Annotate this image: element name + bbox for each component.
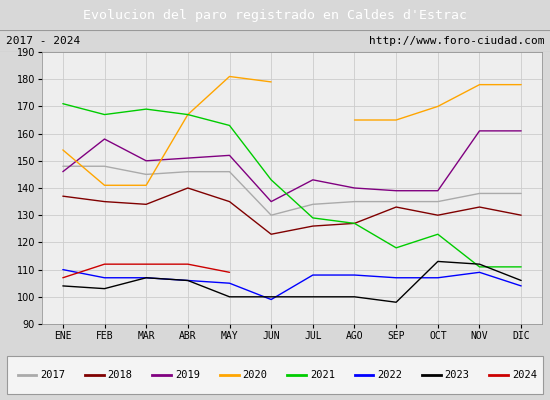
Text: 2019: 2019 bbox=[175, 370, 200, 380]
Text: 2020: 2020 bbox=[243, 370, 267, 380]
Text: http://www.foro-ciudad.com: http://www.foro-ciudad.com bbox=[369, 36, 544, 46]
Text: 2024: 2024 bbox=[512, 370, 537, 380]
FancyBboxPatch shape bbox=[7, 356, 543, 394]
Text: 2022: 2022 bbox=[377, 370, 402, 380]
Text: 2023: 2023 bbox=[444, 370, 470, 380]
Text: 2018: 2018 bbox=[108, 370, 133, 380]
Text: 2017 - 2024: 2017 - 2024 bbox=[6, 36, 80, 46]
Text: Evolucion del paro registrado en Caldes d'Estrac: Evolucion del paro registrado en Caldes … bbox=[83, 8, 467, 22]
Text: 2021: 2021 bbox=[310, 370, 335, 380]
Text: 2017: 2017 bbox=[40, 370, 65, 380]
